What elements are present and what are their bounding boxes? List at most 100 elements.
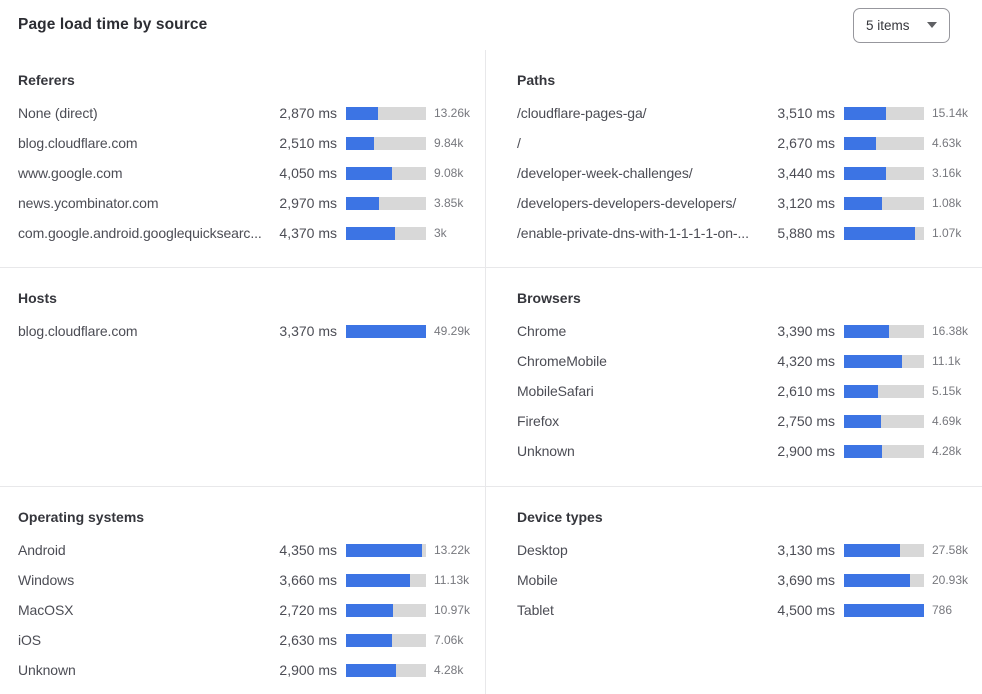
row-label: None (direct) — [18, 105, 98, 121]
bar-track — [346, 603, 426, 617]
count-value: 4.28k — [434, 663, 464, 677]
count-value: 16.38k — [932, 324, 969, 338]
list-item[interactable]: /cloudflare-pages-ga/3,510 ms 15.14k — [517, 98, 976, 128]
load-time-value: 2,670 ms — [777, 135, 835, 151]
bar-fill — [844, 354, 902, 368]
load-time-value: 3,120 ms — [777, 195, 835, 211]
list-item[interactable]: Unknown 2,900 ms 4.28k — [18, 655, 478, 685]
panel-referers: Referers None (direct) 2,870 ms 13.26k blog.… — [0, 50, 485, 267]
count-value: 4.28k — [932, 444, 962, 458]
bar-track — [844, 106, 924, 120]
row-label: Android — [18, 542, 66, 558]
count-value: 7.06k — [434, 633, 464, 647]
bar-fill — [346, 166, 392, 180]
row-label: Mobile — [517, 572, 558, 588]
bar-fill — [844, 106, 887, 120]
list-item[interactable]: com.google.android.googlequicksearc... 4,… — [18, 218, 478, 248]
bar-fill — [844, 136, 876, 150]
bar-fill — [844, 384, 879, 398]
bar-track — [844, 603, 924, 617]
list-item[interactable]: ChromeMobile 4,320 ms 11.1k — [517, 346, 976, 376]
list-item[interactable]: www.google.com 4,050 ms 9.08k — [18, 158, 478, 188]
load-time-value: 3,660 ms — [279, 572, 337, 588]
items-count-value: 5 items — [866, 17, 910, 33]
bar-track — [346, 226, 426, 240]
row-label: blog.cloudflare.com — [18, 323, 138, 339]
row-label: www.google.com — [18, 165, 123, 181]
bar-track — [844, 384, 924, 398]
count-value: 1.07k — [932, 226, 962, 240]
list-item[interactable]: blog.cloudflare.com 2,510 ms 9.84k — [18, 128, 478, 158]
bar-track — [346, 633, 426, 647]
count-value: 9.08k — [434, 166, 464, 180]
list-item[interactable]: Unknown 2,900 ms 4.28k — [517, 436, 976, 466]
load-time-value: 2,900 ms — [777, 443, 835, 459]
list-item[interactable]: /developer-week-challenges/3,440 ms 3.16k — [517, 158, 976, 188]
list-item[interactable]: news.ycombinator.com 2,970 ms 3.85k — [18, 188, 478, 218]
load-time-value: 3,690 ms — [777, 572, 835, 588]
row-label: /enable-private-dns-with-1-1-1-1-on-... — [517, 225, 749, 241]
list-item[interactable]: Chrome 3,390 ms 16.38k — [517, 316, 976, 346]
list-item[interactable]: Windows 3,660 ms 11.13k — [18, 565, 478, 595]
bar-fill — [844, 543, 900, 557]
load-time-value: 4,370 ms — [279, 225, 337, 241]
items-count-select[interactable]: 5 items — [853, 7, 950, 43]
bar-fill — [844, 444, 883, 458]
list-item[interactable]: blog.cloudflare.com 3,370 ms 49.29k — [18, 316, 478, 346]
list-item[interactable]: None (direct) 2,870 ms 13.26k — [18, 98, 478, 128]
count-value: 11.1k — [932, 354, 961, 368]
list-item[interactable]: /developers-developers-developers/3,120 … — [517, 188, 976, 218]
count-value: 10.97k — [434, 603, 471, 617]
load-time-value: 3,370 ms — [279, 323, 337, 339]
section-2: Hosts blog.cloudflare.com 3,370 ms 49.29k Br… — [0, 267, 982, 486]
list-item[interactable]: MacOSX 2,720 ms 10.97k — [18, 595, 478, 625]
load-time-value: 4,050 ms — [279, 165, 337, 181]
list-item[interactable]: Tablet 4,500 ms 786 — [517, 595, 976, 625]
load-time-value: 3,440 ms — [777, 165, 835, 181]
bar-track — [844, 543, 924, 557]
load-time-value: 3,510 ms — [777, 105, 835, 121]
list-item[interactable]: Mobile 3,690 ms 20.93k — [517, 565, 976, 595]
panel-title: Operating systems — [18, 509, 145, 525]
row-label: com.google.android.googlequicksearc... — [18, 225, 262, 241]
load-time-value: 2,900 ms — [279, 662, 337, 678]
row-label: Unknown — [517, 443, 575, 459]
bar-fill — [346, 106, 378, 120]
list-item[interactable]: iOS 2,630 ms 7.06k — [18, 625, 478, 655]
bar-fill — [844, 573, 910, 587]
load-time-value: 2,750 ms — [777, 413, 835, 429]
load-time-value: 2,630 ms — [279, 632, 337, 648]
bar-track — [844, 414, 924, 428]
bar-track — [346, 106, 426, 120]
load-time-value: 2,870 ms — [279, 105, 337, 121]
panels-grid: Referers None (direct) 2,870 ms 13.26k blog.… — [0, 50, 982, 694]
count-value: 15.14k — [932, 106, 969, 120]
bar-fill — [346, 196, 379, 210]
row-label: MacOSX — [18, 602, 74, 618]
bar-track — [844, 324, 924, 338]
bar-track — [346, 663, 426, 677]
load-time-value: 4,320 ms — [777, 353, 835, 369]
list-item[interactable]: / 2,670 ms 4.63k — [517, 128, 976, 158]
list-item[interactable]: MobileSafari 2,610 ms 5.15k — [517, 376, 976, 406]
count-value: 786 — [932, 603, 953, 617]
panel-title: Hosts — [18, 290, 57, 306]
list-item[interactable]: Android 4,350 ms 13.22k — [18, 535, 478, 565]
panel-title: Referers — [18, 72, 75, 88]
list-item[interactable]: Desktop 3,130 ms 27.58k — [517, 535, 976, 565]
list-item[interactable]: Firefox 2,750 ms 4.69k — [517, 406, 976, 436]
count-value: 49.29k — [434, 324, 471, 338]
bar-fill — [346, 573, 410, 587]
count-value: 1.08k — [932, 196, 962, 210]
list-item[interactable]: /enable-private-dns-with-1-1-1-1-on-... 5… — [517, 218, 976, 248]
bar-track — [346, 573, 426, 587]
bar-track — [346, 136, 426, 150]
count-value: 13.26k — [434, 106, 471, 120]
section-3: Operating systems Android 4,350 ms 13.22k Wi… — [0, 486, 982, 694]
bar-fill — [844, 324, 889, 338]
panel-operating-systems: Operating systems Android 4,350 ms 13.22k Wi… — [0, 487, 485, 694]
row-label: MobileSafari — [517, 383, 594, 399]
row-label: / — [517, 135, 521, 151]
bar-fill — [844, 196, 882, 210]
